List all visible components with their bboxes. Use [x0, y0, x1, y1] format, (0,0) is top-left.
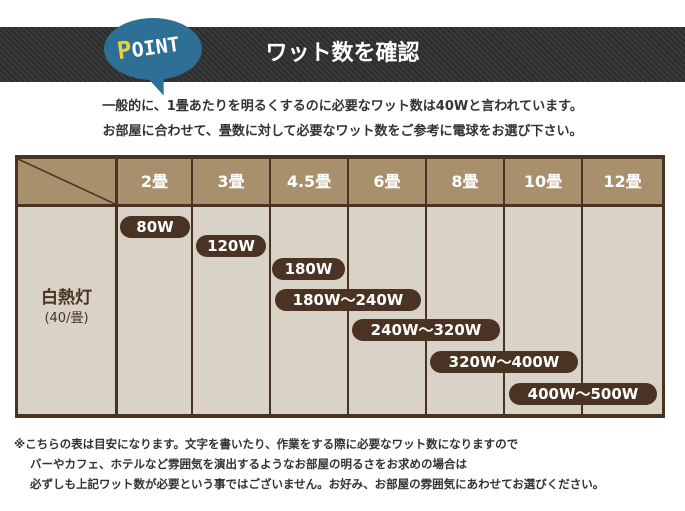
watt-pill: 180W～240W: [275, 289, 421, 311]
col-header-label: 4.5畳: [286, 172, 332, 191]
point-badge: [104, 18, 202, 80]
col-header: 4.5畳: [271, 159, 347, 204]
col-header-label: 8畳: [451, 172, 479, 191]
watt-pill: 180W: [272, 258, 345, 280]
watt-pill: 320W～400W: [430, 351, 578, 373]
intro-line-2: お部屋に合わせて、畳数に対して必要なワット数をご参考に電球をお選び下さい。: [102, 124, 583, 139]
watt-pill: 240W～320W: [352, 319, 500, 341]
watt-pill: 400W～500W: [509, 383, 657, 405]
table-cell: [427, 207, 503, 414]
page-title: ワット数を確認: [265, 41, 420, 66]
table-cell: [118, 207, 191, 414]
col-header: 6畳: [349, 159, 425, 204]
watt-pill: 80W: [120, 216, 190, 238]
wattage-table: 2畳 3畳 4.5畳 6畳 8畳 10畳 12畳 白熱灯 (40/畳) 80W …: [15, 155, 665, 418]
corner-cell: [17, 158, 116, 205]
row-label: 白熱灯 (40/畳): [18, 207, 115, 414]
col-header-label: 6畳: [373, 172, 401, 191]
col-header: 3畳: [193, 159, 269, 204]
col-header: 10畳: [505, 159, 581, 204]
note-line-3: 必ずしも上記ワット数が必要という事ではございません。お好み、お部屋の雰囲気にあわ…: [30, 477, 605, 491]
col-header: 8畳: [427, 159, 503, 204]
col-header-label: 12畳: [603, 172, 642, 191]
table-cell: [583, 207, 662, 414]
col-header: 2畳: [118, 159, 191, 204]
col-header: 12畳: [583, 159, 662, 204]
watt-pill: 120W: [196, 235, 266, 257]
row-label-text: 白熱灯: [41, 288, 92, 308]
diagonal-line-icon: [17, 158, 116, 205]
note-line-1: ※こちらの表は目安になります。文字を書いたり、作業をする際に必要なワット数になり…: [14, 437, 519, 451]
intro-line-1: 一般的に、1畳あたりを明るくするのに必要なワット数は40Wと言われています。: [102, 99, 583, 114]
note-line-2: バーやカフェ、ホテルなど雰囲気を演出するようなお部屋の明るさをお求めの場合は: [30, 457, 467, 471]
col-header-label: 3畳: [217, 172, 245, 191]
col-header-label: 10畳: [523, 172, 563, 191]
table-cell: [505, 207, 581, 414]
row-sublabel: (40/畳): [44, 311, 89, 326]
col-header-label: 2畳: [140, 172, 169, 191]
